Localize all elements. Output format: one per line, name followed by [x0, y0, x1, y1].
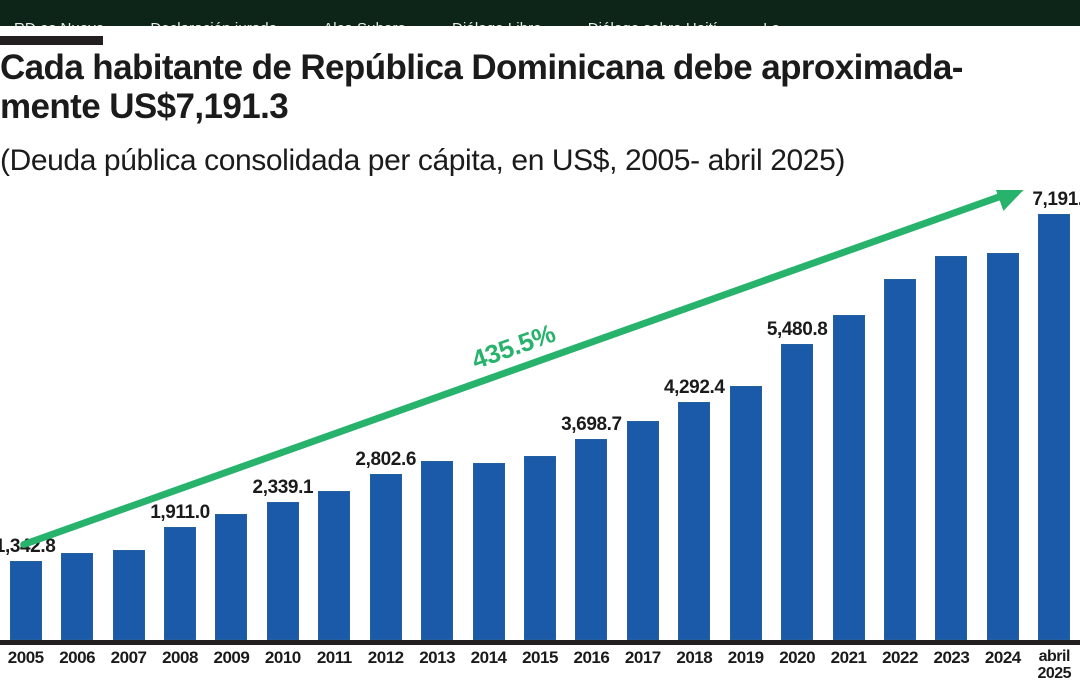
bar-2012: 2,802.6 — [355, 449, 416, 640]
bar-2015 — [524, 455, 556, 640]
bar-value-label: 2,802.6 — [355, 449, 416, 471]
x-tick-2012: 2012 — [367, 648, 404, 667]
bar-value-label: 1,911.0 — [150, 501, 210, 523]
x-tick-2021: 2021 — [830, 648, 867, 667]
bar-2008: 1,911.0 — [150, 502, 210, 640]
bar-2023 — [935, 256, 968, 640]
x-tick-2017: 2017 — [624, 648, 661, 667]
site-top-nav: RD es Nuevo Declaración jurada Alca Sube… — [0, 0, 1080, 26]
bar-2009 — [215, 514, 248, 640]
bar-value-label: 5,480.8 — [766, 318, 828, 340]
nav-item-3[interactable]: Diálogo Libre — [452, 20, 542, 26]
x-tick-2010: 2010 — [264, 648, 301, 667]
x-tick-abril-2025: abril 2025 — [1037, 648, 1072, 682]
x-tick-2022: 2022 — [882, 648, 918, 667]
nav-item-2[interactable]: Alca Subero — [323, 20, 406, 26]
bar-2019 — [729, 385, 762, 640]
bar-value-label: 3,698.7 — [561, 413, 622, 435]
x-tick-2006: 2006 — [59, 648, 96, 667]
bar-2010: 2,339.1 — [253, 477, 314, 640]
x-tick-2015: 2015 — [522, 648, 558, 667]
x-tick-2018: 2018 — [676, 648, 713, 667]
bar-2014 — [472, 462, 505, 640]
bar-2016: 3,698.7 — [561, 414, 622, 640]
x-tick-2013: 2013 — [419, 648, 456, 667]
bar-value-label: 4,292.4 — [663, 376, 725, 398]
bar-abril-2025: 7,191.3 — [1032, 189, 1080, 640]
bar-2006 — [61, 552, 94, 640]
nav-item-5[interactable]: La — [763, 20, 780, 26]
x-tick-2020: 2020 — [779, 648, 816, 667]
chart-plot-area: 1,342.8 1,911.0 2,339.1 2,802.6 3,698.7 4,292… — [0, 189, 1080, 640]
bar-value-label: 1,342.8 — [0, 535, 56, 557]
x-tick-2008: 2008 — [162, 648, 198, 667]
bar-2020: 5,480.8 — [767, 319, 828, 640]
bar-2013 — [421, 461, 454, 640]
bar-2024 — [986, 252, 1019, 640]
nav-item-1[interactable]: Declaración jurada — [150, 20, 277, 26]
x-tick-2009: 2009 — [213, 648, 250, 667]
bar-2017 — [626, 421, 659, 640]
x-tick-2024: 2024 — [984, 648, 1021, 667]
bar-value-label: 2,339.1 — [252, 476, 314, 498]
bar-2007 — [112, 550, 145, 640]
bar-2018: 4,292.4 — [664, 377, 725, 640]
x-tick-2019: 2019 — [727, 648, 764, 667]
nav-item-4[interactable]: Diálogo sobre Haití — [588, 20, 717, 26]
x-tick-2011: 2011 — [316, 648, 352, 667]
bar-chart: 1,342.8 1,911.0 2,339.1 2,802.6 3,698.7 4,292… — [0, 189, 1080, 682]
headline-rule — [0, 36, 103, 45]
x-axis-line — [0, 640, 1080, 645]
bar-2022 — [884, 278, 916, 640]
x-tick-2023: 2023 — [933, 648, 970, 667]
page-title: Cada habitante de República Dominicana d… — [0, 48, 963, 126]
bar-2021 — [832, 315, 865, 640]
bar-2005: 1,342.8 — [0, 536, 56, 640]
x-tick-2005: 2005 — [7, 648, 44, 667]
x-tick-2014: 2014 — [470, 648, 507, 667]
chart-subtitle: (Deuda pública consolidada per cápita, e… — [0, 144, 845, 177]
x-tick-2007: 2007 — [110, 648, 147, 667]
x-tick-2016: 2016 — [573, 648, 610, 667]
bar-value-label: 7,191.3 — [1032, 189, 1080, 211]
nav-item-0[interactable]: RD es Nuevo — [14, 20, 104, 26]
bar-2011 — [318, 490, 351, 640]
x-axis-labels: 2005 2006 2007 2008 2009 2010 2011 2012 2013 2014… — [0, 648, 1080, 682]
